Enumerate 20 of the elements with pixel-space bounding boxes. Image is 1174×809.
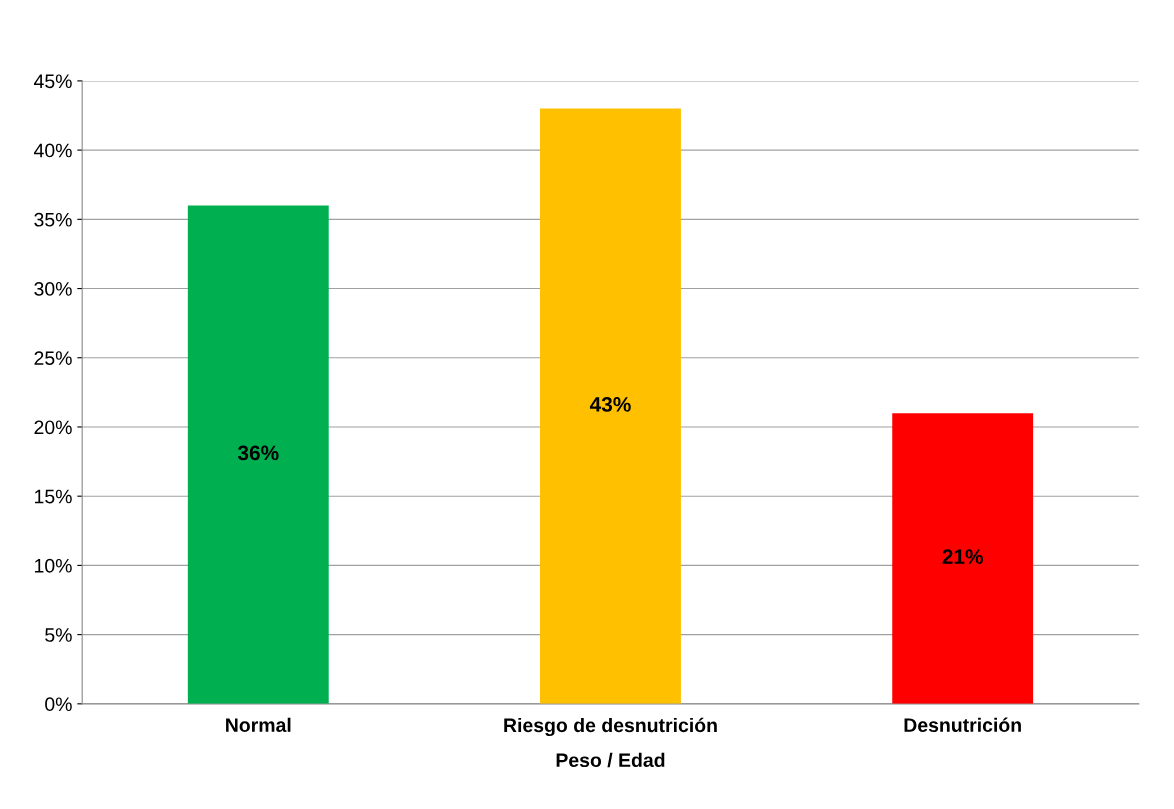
x-axis-title: Peso / Edad <box>556 752 665 768</box>
y-tick-label: 15% <box>35 489 72 504</box>
bar <box>892 413 1034 704</box>
data-label: 36% <box>237 445 279 461</box>
y-tick-label: 40% <box>33 143 72 158</box>
y-tick-label: 20% <box>34 420 72 435</box>
y-tick-label: 25% <box>34 351 72 365</box>
x-tick-label: Desnutrición <box>904 717 1021 732</box>
x-tick-label: Normal <box>226 717 291 732</box>
data-label: 21% <box>942 549 983 565</box>
y-tick-label: 0% <box>45 697 72 712</box>
y-tick-label: 10% <box>35 558 72 573</box>
x-tick-label: Riesgo de desnutrición <box>504 717 717 737</box>
bar <box>187 205 329 704</box>
y-tick-label: 45% <box>33 74 72 89</box>
bar <box>540 108 681 704</box>
data-label: 43% <box>589 397 631 412</box>
y-tick-label: 5% <box>45 628 72 642</box>
y-tick-label: 30% <box>34 282 72 296</box>
y-tick-label: 35% <box>34 212 72 227</box>
